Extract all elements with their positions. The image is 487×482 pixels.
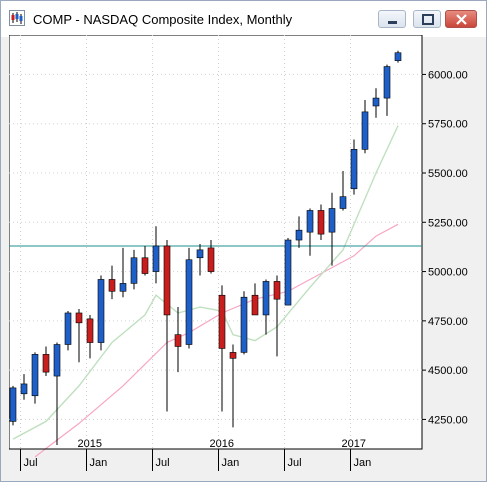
candle-body: [185, 259, 193, 345]
candle-body: [218, 294, 226, 349]
candle-body: [383, 66, 391, 99]
y-tick-label: 5000.00: [428, 267, 468, 279]
candle-body: [152, 245, 160, 272]
candle-body: [262, 281, 270, 316]
candle-body: [328, 208, 336, 233]
candle-body: [306, 210, 314, 233]
candle-body: [163, 245, 171, 316]
candle-body: [42, 354, 50, 373]
candle-body: [64, 312, 72, 345]
candle-body: [251, 294, 259, 316]
candle-body: [174, 334, 182, 347]
moving-average-slow: [34, 223, 399, 458]
x-month-label: Jul: [156, 457, 170, 469]
candle-body: [130, 257, 138, 284]
candle-body: [295, 229, 303, 241]
x-month-label: Jul: [288, 457, 302, 469]
minimize-icon: [388, 21, 397, 24]
candle-body: [196, 249, 204, 259]
candle-body: [207, 247, 215, 272]
candle-body: [284, 239, 292, 306]
maximize-icon: [422, 14, 434, 25]
y-tick-label: 4250.00: [428, 414, 468, 426]
candle-body: [53, 344, 61, 377]
close-icon: [456, 14, 467, 25]
moving-average-fast: [12, 125, 399, 440]
candle-body: [31, 354, 39, 397]
candle-body: [350, 149, 358, 190]
x-year-label: 2017: [342, 438, 366, 450]
x-month-label: Jan: [222, 457, 240, 469]
x-year-label: 2015: [78, 438, 102, 450]
candle-body: [372, 97, 380, 107]
minimize-button[interactable]: [378, 10, 406, 28]
maximize-button[interactable]: [413, 10, 441, 28]
x-month-label: Jan: [354, 457, 372, 469]
candle-body: [108, 279, 116, 292]
candle-body: [229, 352, 237, 359]
close-button[interactable]: [445, 10, 477, 28]
candle-body: [317, 210, 325, 235]
x-month-label: Jan: [90, 457, 108, 469]
candle-body: [394, 52, 402, 61]
candlestick-chart-icon: [9, 10, 25, 26]
y-tick-label: 4750.00: [428, 316, 468, 328]
candle-body: [361, 111, 369, 150]
candle-body: [97, 279, 105, 343]
plot-background: [8, 34, 423, 450]
y-tick-label: 5500.00: [428, 168, 468, 180]
candle-body: [273, 281, 281, 300]
candlestick-chart[interactable]: 4250.00 4500.00 4750.00 5000.00 5250.00 5500.…: [8, 34, 482, 473]
y-tick-label: 6000.00: [428, 69, 468, 81]
candle-body: [119, 283, 127, 292]
chart-area[interactable]: 4250.00 4500.00 4750.00 5000.00 5250.00 5500.…: [8, 34, 482, 473]
candle-body: [240, 296, 248, 353]
window-title: COMP - NASDAQ Composite Index, Monthly: [33, 12, 293, 27]
title-bar[interactable]: COMP - NASDAQ Composite Index, Monthly: [1, 1, 486, 37]
x-year-label: 2016: [210, 438, 234, 450]
y-tick-label: 5250.00: [428, 217, 468, 229]
y-tick-label: 5750.00: [428, 119, 468, 131]
candle-body: [339, 196, 347, 209]
candle-body: [75, 312, 83, 324]
candle-body: [9, 387, 17, 422]
x-month-label: Jul: [24, 457, 38, 469]
candle-body: [86, 318, 94, 343]
candle-body: [20, 383, 28, 395]
candle-body: [141, 257, 149, 274]
y-tick-label: 4500.00: [428, 365, 468, 377]
